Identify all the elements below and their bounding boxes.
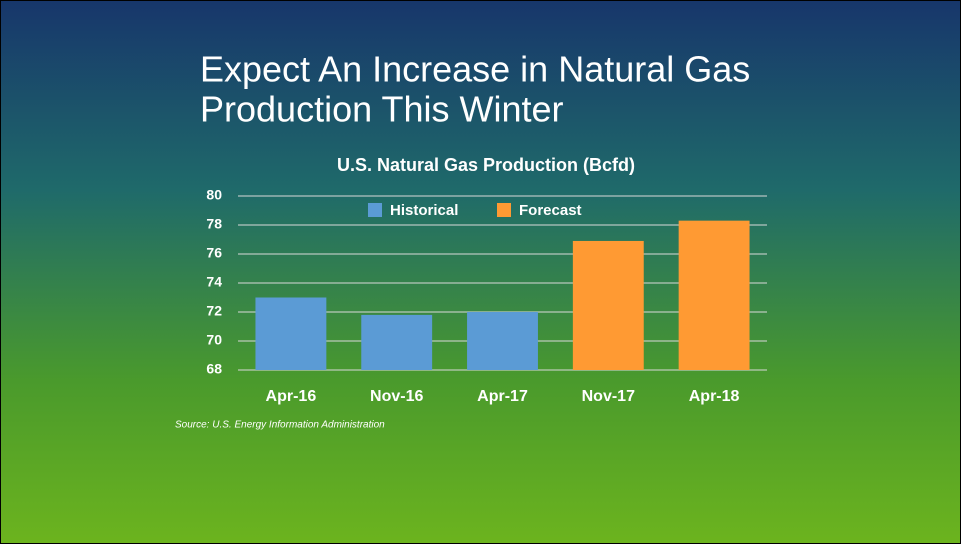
slide-title: Expect An Increase in Natural Gas [200, 49, 750, 90]
bar [361, 314, 433, 370]
y-tick-label: 68 [206, 361, 222, 377]
legend-label: Forecast [519, 202, 582, 219]
x-tick-label: Nov-17 [582, 388, 635, 405]
legend-label: Historical [390, 202, 458, 219]
x-tick-label: Apr-17 [477, 388, 528, 405]
chart-title: U.S. Natural Gas Production (Bcfd) [337, 155, 635, 175]
y-tick-label: 72 [206, 303, 222, 319]
y-tick-label: 74 [206, 274, 222, 290]
y-tick-label: 70 [206, 332, 222, 348]
y-tick-label: 80 [206, 187, 222, 203]
bar [255, 297, 327, 370]
bar [572, 240, 644, 370]
legend-swatch [368, 203, 382, 217]
bar [467, 312, 538, 370]
slide-title: Production This Winter [200, 89, 563, 130]
y-tick-label: 78 [206, 216, 222, 232]
x-tick-label: Apr-18 [689, 388, 740, 405]
y-tick-label: 76 [206, 245, 222, 261]
source: Source: U.S. Energy Information Administ… [175, 420, 385, 431]
bar [678, 220, 750, 370]
legend-swatch [497, 203, 511, 217]
x-tick-label: Apr-16 [266, 388, 317, 405]
x-tick-label: Nov-16 [370, 388, 423, 405]
